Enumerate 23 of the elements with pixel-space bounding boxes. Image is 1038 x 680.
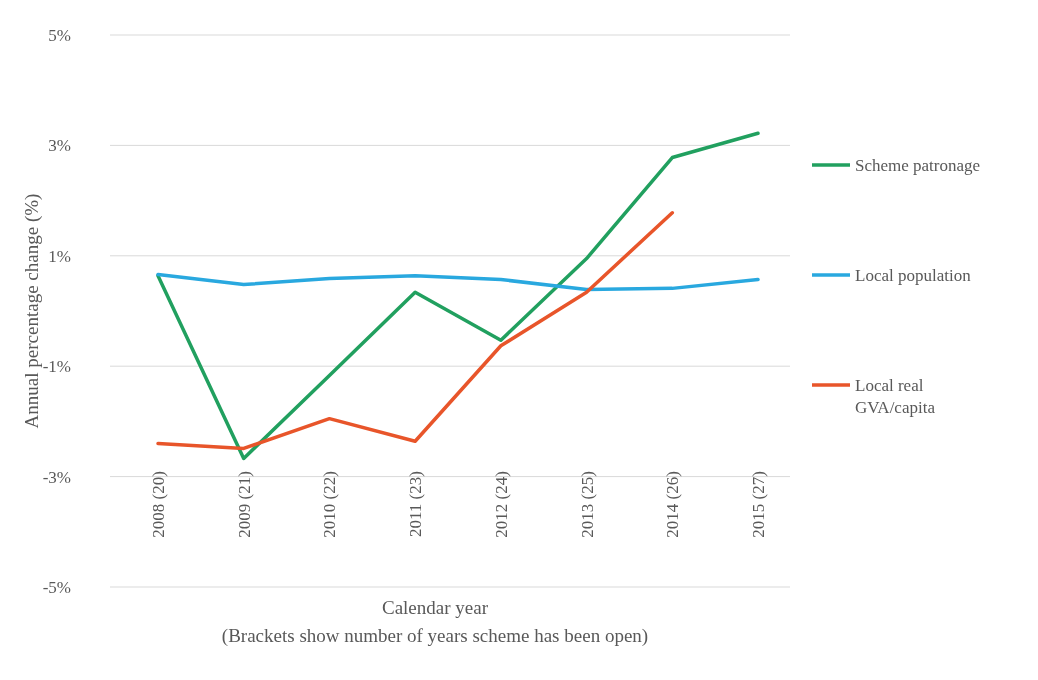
x-tick-label: 2015 (27) xyxy=(749,471,768,538)
x-tick-label: 2013 (25) xyxy=(577,471,597,538)
y-tick-label: -1% xyxy=(42,357,71,377)
y-tick-label: 5% xyxy=(48,25,71,45)
line-series xyxy=(156,131,760,461)
x-tick-label: 2010 (22) xyxy=(320,471,340,538)
x-tick-label: 2011 (23) xyxy=(406,471,426,538)
x-axis-title: Calendar year xyxy=(381,597,489,618)
text: (Brackets show number of years scheme has been open) xyxy=(221,625,649,647)
y-tick-label: 3% xyxy=(48,136,71,156)
x-tick-label: 2009 (21) xyxy=(234,471,254,538)
x-tick-label: 2014 (26) xyxy=(663,471,683,538)
y-tick-label: 1% xyxy=(48,246,71,266)
legend-label: Scheme patronage xyxy=(855,156,981,175)
legend-label: Local population xyxy=(855,266,972,285)
legend-label: Local real GVA/capita xyxy=(855,376,936,417)
x-tick-label: 2012 (24) xyxy=(491,471,511,538)
y-tick-label: -5% xyxy=(42,577,71,597)
line-series xyxy=(156,272,760,292)
y-axis-title: Annual percentage change (%) xyxy=(21,193,43,429)
x-tick-label: 2008 (20) xyxy=(149,471,168,538)
line-series xyxy=(156,210,675,451)
y-tick-label: -3% xyxy=(42,467,71,487)
